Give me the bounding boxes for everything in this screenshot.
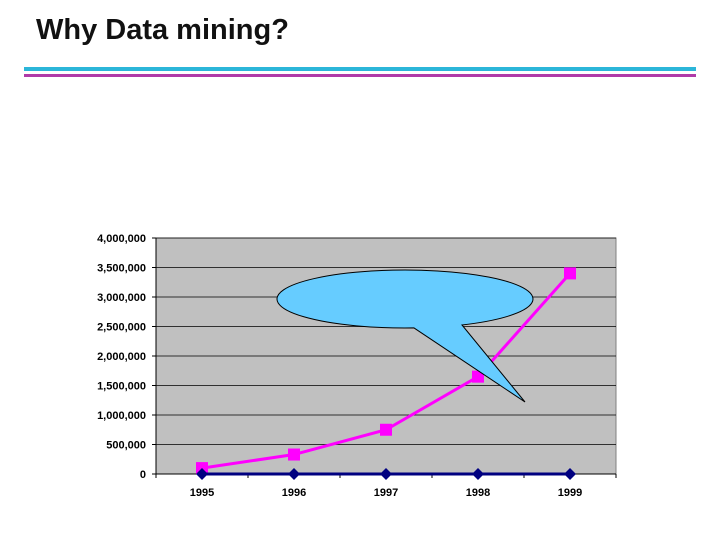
speech-bubble (276, 269, 534, 403)
series-1-point (196, 468, 208, 480)
y-tick-label: 2,000,000 (97, 351, 146, 363)
series-0-point (472, 370, 484, 383)
y-tick-label: 1,000,000 (97, 410, 146, 422)
title-rule-magenta (24, 74, 696, 77)
series-1-point (472, 468, 484, 480)
series-1-point (380, 468, 392, 480)
x-tick-label: 1997 (374, 487, 398, 499)
y-tick-label: 3,000,000 (97, 292, 146, 304)
x-tick-label: 1995 (190, 487, 214, 499)
x-tick-label: 1999 (558, 487, 582, 499)
slide-title: Why Data mining? (36, 14, 289, 46)
speech-bubble-callout (276, 269, 534, 403)
series-0-point (380, 423, 392, 436)
series-0-point (564, 267, 576, 280)
y-tick-label: 3,500,000 (97, 263, 146, 275)
y-axis-ticks: 0 500,000 1,000,000 1,500,000 2,000,000 2,500… (97, 233, 156, 481)
y-tick-label: 2,500,000 (97, 322, 146, 334)
x-tick-label: 1998 (466, 487, 490, 499)
title-rule-cyan (24, 67, 696, 71)
series-0-point (288, 448, 300, 461)
series-group (196, 267, 576, 480)
y-tick-label: 500,000 (106, 440, 146, 452)
y-tick-label: 0 (140, 469, 146, 481)
y-tick-label: 4,000,000 (97, 233, 146, 245)
series-1-point (564, 468, 576, 480)
x-axis-ticks: 1995 1996 1997 1998 1999 (155, 474, 617, 499)
y-tick-label: 1,500,000 (97, 381, 146, 393)
x-tick-label: 1996 (282, 487, 306, 499)
series-1-point (288, 468, 300, 480)
